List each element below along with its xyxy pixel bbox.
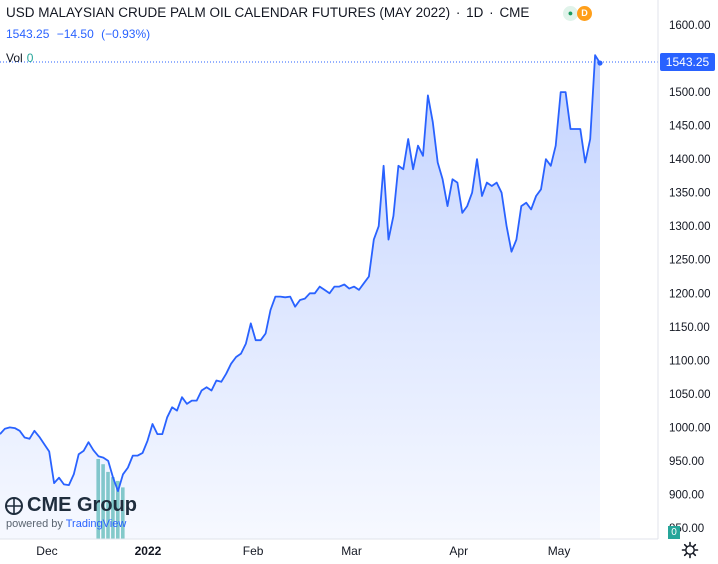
price-change-percent: (−0.93%) xyxy=(101,27,151,41)
last-price: 1543.25 xyxy=(6,27,50,41)
y-tick-label: 1200.00 xyxy=(669,288,711,300)
y-tick-label: 1050.00 xyxy=(669,389,711,401)
quote-row: 1543.25 −14.50 (−0.93%) xyxy=(6,27,154,41)
x-tick-label: Mar xyxy=(341,544,362,558)
y-tick-label: 1500.00 xyxy=(669,87,711,99)
x-tick-label: Dec xyxy=(36,544,57,558)
y-tick-label: 1000.00 xyxy=(669,422,711,434)
x-tick-label: Apr xyxy=(449,544,468,558)
price-area xyxy=(0,55,600,539)
cme-logo: CME Group xyxy=(5,494,137,517)
green-dot-icon[interactable]: ● xyxy=(563,6,578,21)
interval-label[interactable]: 1D xyxy=(466,5,484,20)
x-axis-ticks: Dec 2022 Feb Mar Apr May xyxy=(36,544,570,558)
exchange-label: CME xyxy=(499,5,530,20)
volume-label: Vol xyxy=(6,51,23,65)
y-tick-label: 1450.00 xyxy=(669,121,711,133)
volume-zero-tag: 0 xyxy=(668,526,680,539)
volume-legend: Vol 0 xyxy=(6,51,33,65)
chart-header: USD MALAYSIAN CRUDE PALM OIL CALENDAR FU… xyxy=(6,5,530,20)
y-tick-label: 950.00 xyxy=(669,456,704,468)
y-tick-label: 1150.00 xyxy=(669,322,710,334)
y-tick-label: 900.00 xyxy=(669,490,704,502)
x-tick-label: 2022 xyxy=(135,544,162,558)
price-line xyxy=(0,54,601,492)
last-price-tag: 1543.25 xyxy=(660,53,715,71)
y-axis-ticks: 850.00900.00950.001000.001050.001100.001… xyxy=(669,20,711,535)
x-tick-label: Feb xyxy=(243,544,264,558)
y-tick-label: 1250.00 xyxy=(669,255,711,267)
y-tick-label: 1350.00 xyxy=(669,188,711,200)
powered-by: powered by TradingView xyxy=(6,518,127,530)
y-tick-label: 1300.00 xyxy=(669,221,711,233)
logo-name: CME Group xyxy=(27,494,137,516)
tradingview-link[interactable]: TradingView xyxy=(65,518,127,530)
volume-value: 0 xyxy=(26,51,34,65)
globe-icon xyxy=(5,496,23,515)
chart-title: USD MALAYSIAN CRUDE PALM OIL CALENDAR FU… xyxy=(6,5,451,20)
last-price-dot xyxy=(597,60,603,66)
price-change: −14.50 xyxy=(56,27,94,41)
delayed-badge[interactable]: D xyxy=(577,6,592,21)
gear-icon[interactable] xyxy=(681,541,699,559)
y-tick-label: 1100.00 xyxy=(669,355,710,367)
x-tick-label: May xyxy=(548,544,571,558)
y-tick-label: 1400.00 xyxy=(669,154,711,166)
y-tick-label: 1600.00 xyxy=(669,20,711,32)
